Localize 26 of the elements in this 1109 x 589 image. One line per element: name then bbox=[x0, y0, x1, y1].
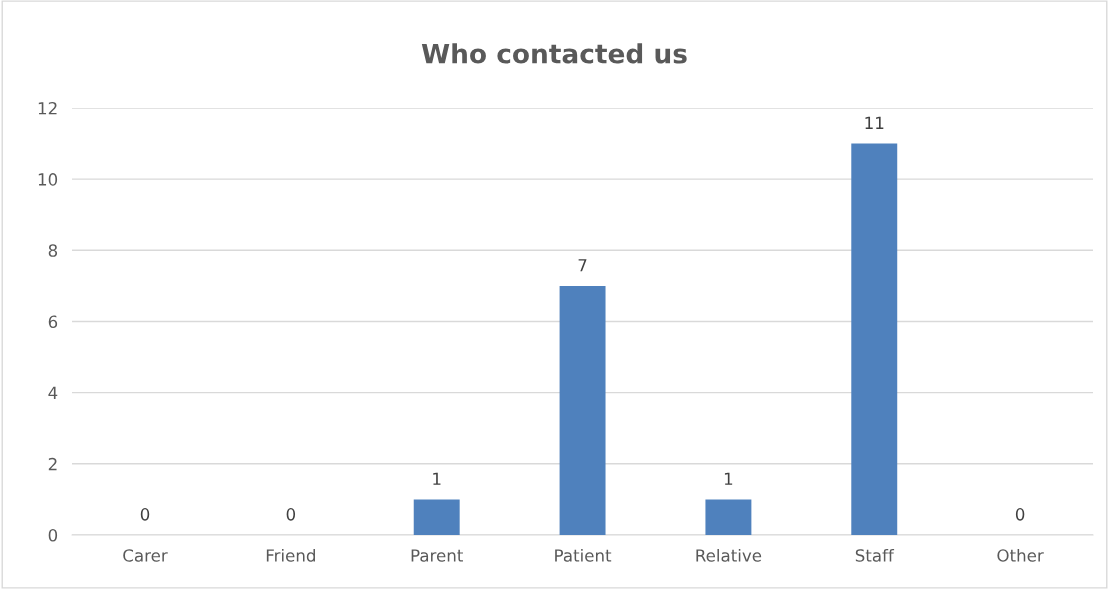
x-tick-label: Parent bbox=[411, 549, 463, 562]
data-label: 7 bbox=[578, 259, 587, 272]
bar bbox=[559, 285, 606, 535]
chart-title: Who contacted us bbox=[421, 43, 687, 64]
x-tick-label: Staff bbox=[855, 548, 895, 562]
x-tick-label: Other bbox=[997, 548, 1044, 562]
x-tick-label: Carer bbox=[123, 549, 168, 562]
x-tick-label: Patient bbox=[555, 548, 612, 562]
x-tick-label: Relative bbox=[696, 548, 762, 562]
data-label: 1 bbox=[433, 472, 441, 485]
y-tick-label: 8 bbox=[48, 244, 58, 257]
y-tick-label: 4 bbox=[48, 386, 58, 399]
bar bbox=[851, 143, 898, 535]
data-label: 11 bbox=[865, 116, 884, 129]
y-tick-label: 6 bbox=[48, 315, 58, 329]
data-label: 0 bbox=[1015, 508, 1025, 521]
bar bbox=[705, 499, 752, 535]
data-label: 0 bbox=[286, 508, 296, 521]
y-tick-label: 12 bbox=[38, 101, 57, 115]
y-tick-label: 2 bbox=[48, 457, 57, 471]
y-tick-label: 10 bbox=[38, 173, 58, 186]
bar bbox=[413, 499, 460, 535]
data-label: 1 bbox=[724, 472, 733, 485]
x-tick-label: Friend bbox=[266, 548, 315, 562]
data-label: 0 bbox=[140, 508, 150, 521]
y-tick-label: 0 bbox=[48, 528, 58, 542]
